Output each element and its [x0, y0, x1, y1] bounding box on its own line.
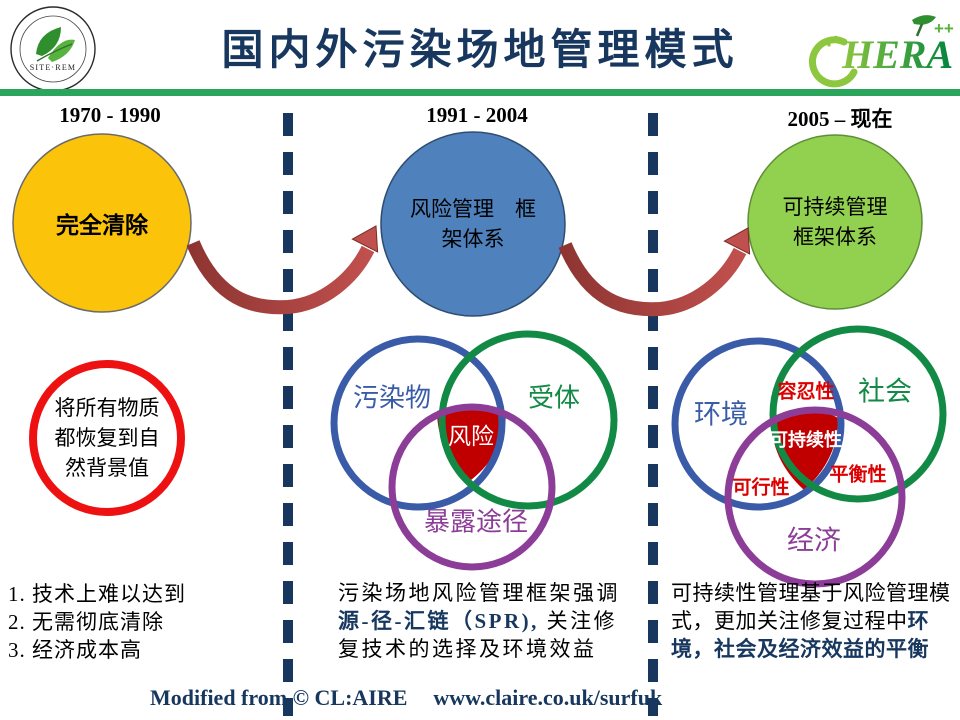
venn3-society-circle	[769, 325, 947, 503]
venn2-risk-label: 风险	[448, 424, 494, 449]
era1-notes: 1. 技术上难以达到 2. 无需彻底清除 3. 经济成本高	[8, 580, 186, 664]
venn3-feasibility-label: 可行性	[732, 477, 790, 499]
leaf-icon	[912, 15, 936, 25]
logo-inner-ring	[19, 15, 87, 83]
era1-circle-label-wrap: 完全清除	[13, 134, 191, 312]
era3-note-pre: 可持续性管理基于风险管理模式，更加关注修复过程中	[671, 581, 951, 633]
hera-logo-text: HERA	[841, 32, 953, 77]
footer-url: www.claire.co.uk/surfuk	[433, 685, 663, 710]
era1-circle-label: 完全清除	[56, 213, 148, 238]
venn3-environment-circle	[671, 337, 845, 511]
venn2-pollutant-label: 污染物	[352, 383, 432, 413]
era2-note: 污染场地风险管理框架强调源-径-汇链（SPR), 关注修复技术的选择及环境效益	[338, 579, 636, 663]
arrow-era2-to-era3	[558, 242, 747, 317]
leaf-icon	[36, 27, 61, 56]
hera-plusplus: ++	[934, 19, 954, 38]
sparkle-icon	[827, 43, 831, 47]
venn2-receptor-label: 受体	[527, 383, 581, 413]
venn3-economy-label: 经济	[787, 525, 841, 556]
sparkle-icon	[833, 35, 839, 41]
logo-text: SITE·REM	[30, 63, 77, 72]
venn3-balance-label: 平衡性	[829, 464, 887, 486]
era3-circle-line2: 框架体系	[793, 225, 877, 249]
venn2-pathway-label: 暴露途径	[423, 507, 529, 537]
era3-circle	[747, 134, 923, 310]
page-title: 国内外污染场地管理模式	[221, 26, 739, 73]
era3-note: 可持续性管理基于风险管理模式，更加关注修复过程中环境，社会及经济效益的平衡	[671, 579, 956, 663]
era1-goal-text: 将所有物质 都恢复到自 然背景值	[33, 364, 181, 512]
arrow-era1-to-era2	[186, 240, 375, 315]
green-divider	[0, 89, 960, 96]
era1-circle	[12, 133, 192, 313]
era1-note-3: 3. 经济成本高	[8, 638, 142, 662]
era2-circle	[380, 131, 566, 317]
era2-note-bold: 源-径-汇链（SPR),	[338, 609, 539, 633]
period-era2: 1991 - 2004	[426, 103, 528, 127]
era1-note-1: 1. 技术上难以达到	[8, 582, 186, 606]
venn3-sustainability-label: 可持续性	[770, 430, 842, 450]
arrowhead-2-icon	[723, 227, 751, 255]
era2-note-pre: 污染场地风险管理框架强调	[338, 581, 620, 605]
era1-goal-line3: 然背景值	[65, 456, 149, 480]
period-era3: 2005 – 现在	[787, 107, 893, 131]
era3-circle-label-wrap: 可持续管理 框架体系	[748, 135, 922, 309]
hera-logo: HERA ++	[800, 10, 956, 88]
footer-credit: Modified from © CL:AIRE	[150, 685, 408, 710]
era1-goal-line1: 将所有物质	[54, 396, 160, 420]
venn2-pollutant-circle	[330, 335, 506, 511]
era1-goal-ring	[29, 360, 185, 516]
era2-note-post: 关注修复技术的选择及环境效益	[338, 609, 618, 661]
footer: Modified from © CL:AIRE www.claire.co.uk…	[150, 685, 810, 711]
arrowhead-1-icon	[351, 225, 379, 253]
era3-note-bold: 环境，社会及经济效益的平衡	[671, 609, 929, 661]
venn2-pathway-circle	[388, 403, 556, 571]
site-rem-logo: SITE·REM	[8, 4, 98, 94]
leaf-stem-icon	[915, 23, 924, 37]
era2-circle-line1: 风险管理 框	[410, 197, 536, 221]
crescent-icon	[809, 36, 858, 88]
venn2-receptor-circle	[438, 330, 618, 510]
leaf-stem-icon	[36, 43, 73, 62]
era2-circle-line2: 架体系	[441, 227, 505, 251]
era1-goal-line2: 都恢复到自	[54, 426, 160, 450]
sustainability-intersection	[771, 408, 838, 490]
era1-note-2: 2. 无需彻底清除	[8, 610, 164, 634]
era2-circle-label-wrap: 风险管理 框 架体系	[383, 134, 563, 314]
venn3-tolerance-label: 容忍性	[777, 381, 835, 403]
period-era1: 1970 - 1990	[59, 103, 161, 127]
venn3-society-label: 社会	[858, 376, 912, 407]
era3-circle-line1: 可持续管理	[782, 195, 888, 219]
venn3-environment-label: 环境	[694, 399, 748, 430]
venn3-economy-circle	[724, 406, 906, 588]
